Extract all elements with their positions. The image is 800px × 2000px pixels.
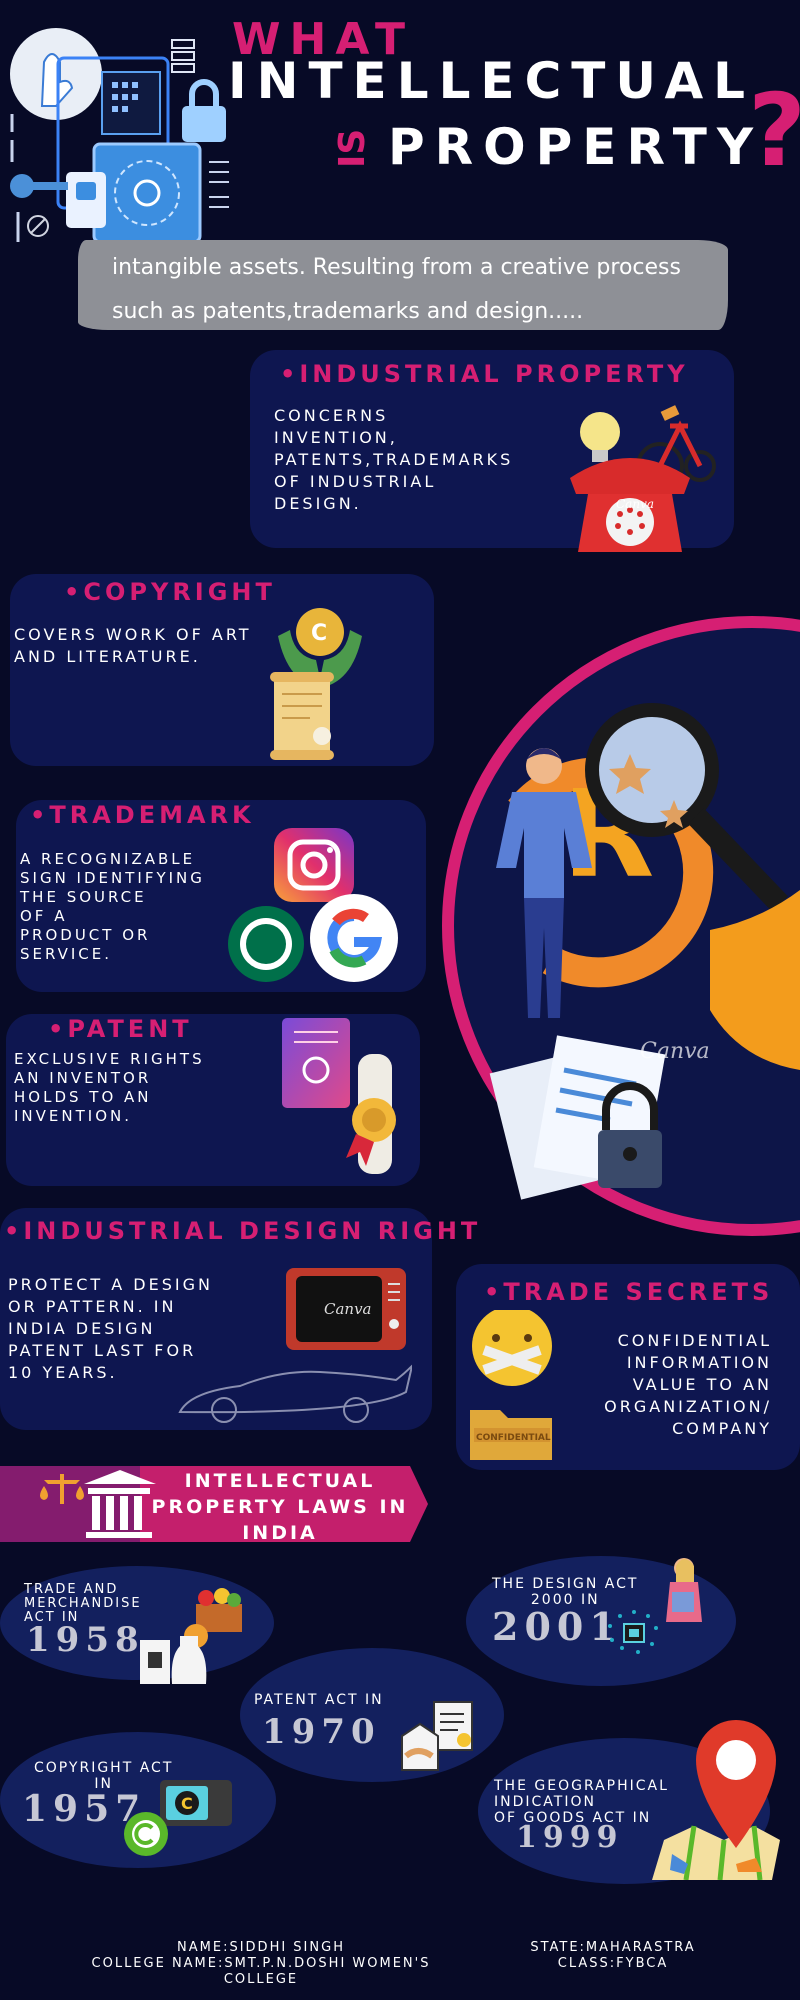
industrial-design-heading: •INDUSTRIAL DESIGN RIGHT: [4, 1217, 482, 1245]
copyright-c-glyph: C: [311, 621, 327, 646]
copyright-card: [10, 574, 434, 766]
trademark-heading: •TRADEMARK: [30, 801, 255, 829]
telephone-bulb-bicycle-icon: Canva: [570, 405, 716, 552]
svg-text:C: C: [181, 1794, 193, 1813]
secret-face-folder-icon: CONFIDENTIAL: [470, 1310, 552, 1460]
laws-banner-ribbon: [0, 1466, 428, 1542]
law-year: 1970: [262, 1712, 381, 1752]
award-scroll-icon: C: [270, 608, 362, 760]
industrial-property-heading: •INDUSTRIAL PROPERTY: [280, 360, 689, 388]
law-year: 1999: [516, 1820, 624, 1855]
canva-watermark-1: Canva: [616, 497, 654, 511]
law-label: THE DESIGN ACT 2000 IN: [492, 1576, 639, 1608]
trademark-text: A RECOGNIZABLE SIGN IDENTIFYING THE SOUR…: [20, 850, 205, 963]
industrial-property-text: CONCERNS INVENTION, PATENTS,TRADEMARKS O…: [274, 406, 514, 513]
title-what: WHAT: [232, 14, 415, 65]
confidential-stamp: CONFIDENTIAL: [476, 1433, 551, 1443]
footer-class-info: STATE:MAHARASTRA CLASS:FYBCA: [530, 1940, 696, 1971]
title-intellectual: INTELLECTUAL: [228, 52, 756, 110]
law-label: THE GEOGRAPHICAL INDICATION OF GOODS ACT…: [494, 1778, 669, 1826]
patent-heading: •PATENT: [48, 1015, 193, 1043]
certificate-icon: [282, 1018, 396, 1174]
title-is: IS: [332, 128, 373, 168]
title-property: PROPERTY: [388, 118, 764, 176]
trade-secrets-heading: •TRADE SECRETS: [484, 1278, 774, 1306]
laws-banner-title: INTELLECTUAL PROPERTY LAWS IN INDIA: [151, 1470, 409, 1544]
canva-watermark-2: Canva: [640, 1039, 710, 1064]
definition-brush-background: [78, 240, 728, 330]
ip-circle-illustration: R Canva: [442, 616, 800, 1236]
patent-contract-icon: [401, 1701, 473, 1771]
law-year: 1958: [26, 1620, 145, 1660]
patent-card: [6, 1014, 420, 1186]
footer-student-info: NAME:SIDDHI SINGH COLLEGE NAME:SMT.P.N.D…: [91, 1940, 431, 1987]
patent-text: EXCLUSIVE RIGHTS AN INVENTOR HOLDS TO AN…: [14, 1050, 205, 1125]
tv-sportscar-icon: Canva: [178, 1268, 412, 1423]
grocery-icon: [140, 1588, 242, 1684]
copyright-heading: •COPYRIGHT: [64, 578, 276, 606]
canva-watermark-3: Canva: [324, 1300, 372, 1318]
law-label: PATENT ACT IN: [254, 1692, 384, 1708]
trade-secrets-text: CONFIDENTIAL INFORMATION VALUE TO AN ORG…: [604, 1331, 772, 1438]
law-year: 1957: [22, 1788, 147, 1830]
designer-chip-icon: [608, 1558, 702, 1654]
location-pin-map-icon: [652, 1720, 780, 1880]
law-label: TRADE AND MERCHANDISE ACT IN: [24, 1582, 142, 1625]
industrial-design-text: PROTECT A DESIGN OR PATTERN. IN INDIA DE…: [8, 1275, 213, 1382]
law-year: 2001: [492, 1604, 622, 1649]
law-label: COPYRIGHT ACT IN: [34, 1760, 174, 1792]
copyright-text: COVERS WORK OF ART AND LITERATURE.: [14, 625, 252, 666]
copyright-tv-icon: C: [124, 1780, 232, 1856]
brand-logos-icon: [228, 828, 398, 982]
definition-text: intangible assets. Resulting from a crea…: [112, 255, 681, 324]
security-illustration: [10, 28, 229, 244]
title-question-mark: ?: [748, 72, 800, 189]
